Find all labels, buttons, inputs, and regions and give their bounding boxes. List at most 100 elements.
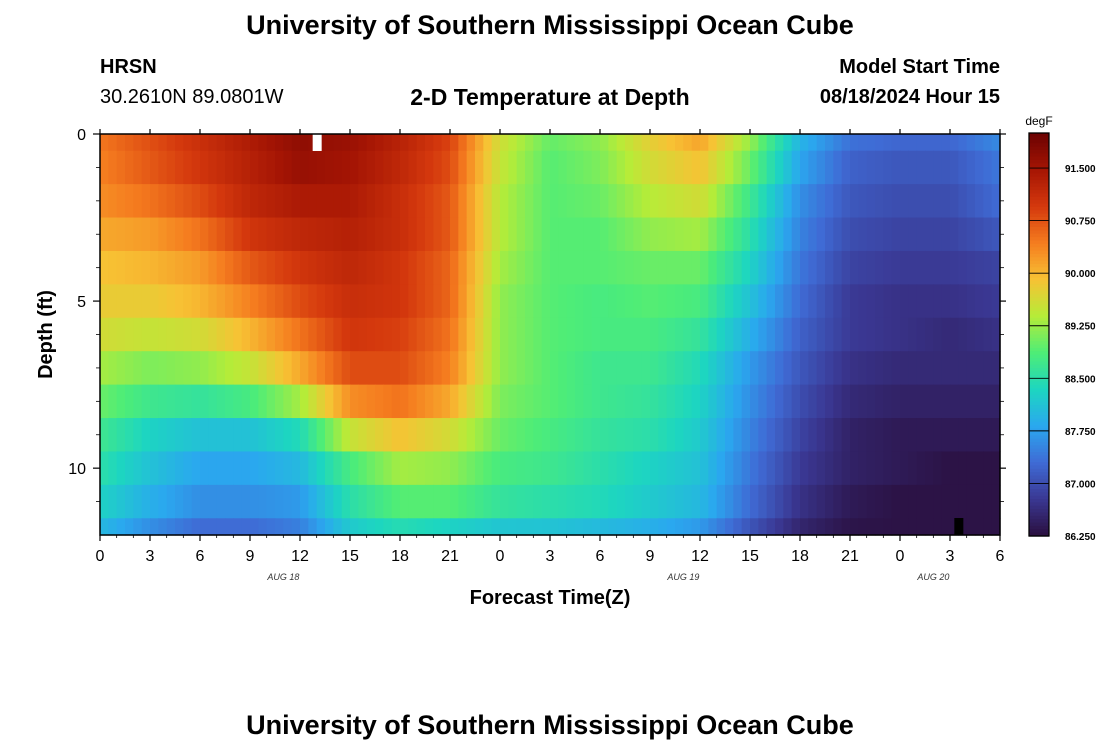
heatmap-cell [758,317,768,352]
heatmap-cell [666,418,676,453]
heatmap-cell [225,351,234,386]
heatmap-cell [908,284,918,319]
heatmap-cell [258,184,268,219]
heatmap-cell [575,284,584,319]
heatmap-cell [416,351,426,386]
heatmap-cell [683,250,693,285]
heatmap-cell [458,250,468,285]
heatmap-cell [450,484,459,519]
heatmap-cell [275,250,284,285]
heatmap-cell [566,484,576,519]
heatmap-cell [800,384,809,419]
heatmap-cell [100,317,109,352]
heatmap-cell [775,484,784,519]
heatmap-cell [783,184,793,219]
heatmap-cells [100,134,1001,536]
heatmap-cell [283,418,293,453]
heatmap-cell [283,384,293,419]
heatmap-cell [641,217,651,252]
heatmap-cell [858,451,868,486]
heatmap-cell [583,384,593,419]
heatmap-cell [800,351,809,386]
heatmap-cell [241,518,251,536]
heatmap-cell [650,284,659,319]
heatmap-cell [533,451,543,486]
heatmap-cell [516,484,526,519]
heatmap-cell [883,351,893,386]
heatmap-cell [116,184,126,219]
heatmap-cell [608,418,618,453]
colorbar-segment [1029,485,1049,490]
heatmap-cell [225,384,234,419]
heatmap-cell [308,150,318,185]
heatmap-cell [941,351,951,386]
heatmap-cell [600,184,609,219]
heatmap-cell [508,284,518,319]
heatmap-cell [766,184,776,219]
heatmap-cell [291,518,301,536]
heatmap-cell [925,150,934,185]
heatmap-cell [258,134,268,152]
colorbar-segment [1029,478,1049,483]
heatmap-cell [508,134,518,152]
heatmap-cell [250,134,259,152]
heatmap-cell [791,317,801,352]
heatmap-cell [241,284,251,319]
heatmap-cell [208,217,218,252]
heatmap-cell [433,184,443,219]
heatmap-cell [450,351,459,386]
heatmap-cell [200,384,209,419]
heatmap-cell [416,518,426,536]
heatmap-cell [341,484,351,519]
heatmap-cell [341,418,351,453]
heatmap-cell [191,134,201,152]
heatmap-cell [350,184,359,219]
heatmap-cell [291,284,301,319]
heatmap-cell [716,351,726,386]
heatmap-cell [166,217,176,252]
heatmap-cell [266,317,276,352]
heatmap-cell [925,284,934,319]
heatmap-cell [466,184,476,219]
heatmap-cell [383,518,393,536]
heatmap-cell [716,418,726,453]
heatmap-cell [225,184,234,219]
colorbar-segment [1029,525,1049,530]
heatmap-cell [750,518,759,536]
heatmap-cell [983,134,993,152]
heatmap-cell [816,284,826,319]
heatmap-cell [408,150,418,185]
heatmap-cell [708,250,718,285]
heatmap-cell [183,451,193,486]
heatmap-cell [275,134,284,152]
heatmap-cell [341,317,351,352]
colorbar-segment [1029,384,1049,389]
heatmap-cell [950,217,959,252]
heatmap-cell [783,351,793,386]
heatmap-cell [458,351,468,386]
heatmap-cell [858,317,868,352]
colorbar-segment [1029,334,1049,339]
heatmap-cell [900,184,909,219]
heatmap-cell [891,351,901,386]
heatmap-cell [300,351,309,386]
heatmap-cell [483,418,493,453]
heatmap-cell [500,351,509,386]
heatmap-cell [400,184,409,219]
heatmap-cell [775,451,784,486]
heatmap-cell [733,250,743,285]
heatmap-cell [216,451,226,486]
heatmap-cell [325,418,334,453]
heatmap-cell [833,284,843,319]
heatmap-cell [866,418,876,453]
heatmap-cell [883,217,893,252]
heatmap-cell [358,451,368,486]
heatmap-cell [766,317,776,352]
heatmap-cell [808,484,818,519]
heatmap-cell [375,150,384,185]
colorbar-label: 87.750 [1065,427,1096,438]
heatmap-cell [808,250,818,285]
heatmap-cell [691,384,701,419]
heatmap-cell [216,351,226,386]
heatmap-cell [633,150,643,185]
